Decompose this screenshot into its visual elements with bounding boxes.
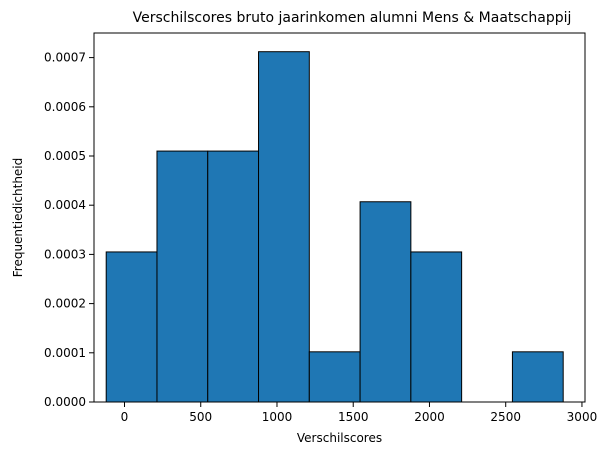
histogram-bar	[156, 150, 209, 403]
x-axis-label: Verschilscores	[297, 431, 382, 445]
x-tick-label: 1500	[338, 410, 369, 424]
y-tick-label: 0.0002	[44, 297, 86, 311]
chart-title: Verschilscores bruto jaarinkomen alumni …	[133, 10, 572, 26]
x-tick-label: 2000	[414, 410, 445, 424]
y-tick-label: 0.0005	[44, 149, 86, 163]
histogram-bar	[410, 251, 463, 403]
x-tick-label: 0	[121, 410, 129, 424]
y-tick-label: 0.0001	[44, 346, 86, 360]
histogram-bar	[359, 201, 412, 403]
x-tick-label: 3000	[567, 410, 598, 424]
y-tick-label: 0.0007	[44, 51, 86, 65]
histogram-bar	[105, 251, 158, 403]
bars-group	[105, 51, 564, 403]
x-tick-label: 500	[189, 410, 212, 424]
x-tick-label: 2500	[490, 410, 521, 424]
histogram-bar	[258, 51, 310, 403]
y-axis-label: Frequentiedichtheid	[11, 158, 25, 278]
x-tick-label: 1000	[262, 410, 293, 424]
histogram-bar	[207, 150, 260, 403]
x-axis-ticks: 0 500 1000 1500 2000 2500 3000	[121, 402, 598, 424]
y-tick-label: 0.0004	[44, 198, 86, 212]
histogram-bar	[511, 351, 564, 403]
y-tick-label: 0.0000	[44, 395, 86, 409]
plot-area-frame	[93, 32, 586, 403]
y-tick-label: 0.0006	[44, 100, 86, 114]
y-tick-label: 0.0003	[44, 247, 86, 261]
y-axis-ticks: 0.0000 0.0001 0.0002 0.0003 0.0004 0.0005 0.00…	[44, 51, 94, 409]
histogram-bar	[308, 351, 361, 403]
